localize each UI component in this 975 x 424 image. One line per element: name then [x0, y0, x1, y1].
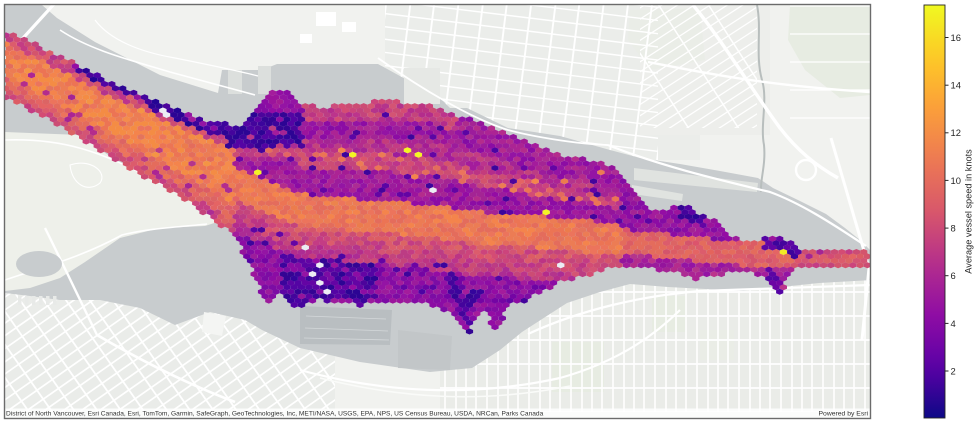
svg-text:16: 16: [951, 32, 961, 43]
svg-text:Average vessel speed in knots: Average vessel speed in knots: [964, 149, 974, 274]
svg-text:8: 8: [951, 223, 956, 234]
svg-text:6: 6: [951, 270, 956, 281]
svg-text:14: 14: [951, 80, 961, 91]
svg-text:District of North Vancouver, E: District of North Vancouver, Esri Canada…: [6, 410, 544, 417]
svg-text:12: 12: [951, 127, 961, 138]
svg-text:Powered by Esri: Powered by Esri: [819, 411, 869, 418]
svg-text:2: 2: [951, 365, 956, 376]
svg-text:4: 4: [951, 318, 956, 329]
svg-text:10: 10: [951, 175, 961, 186]
